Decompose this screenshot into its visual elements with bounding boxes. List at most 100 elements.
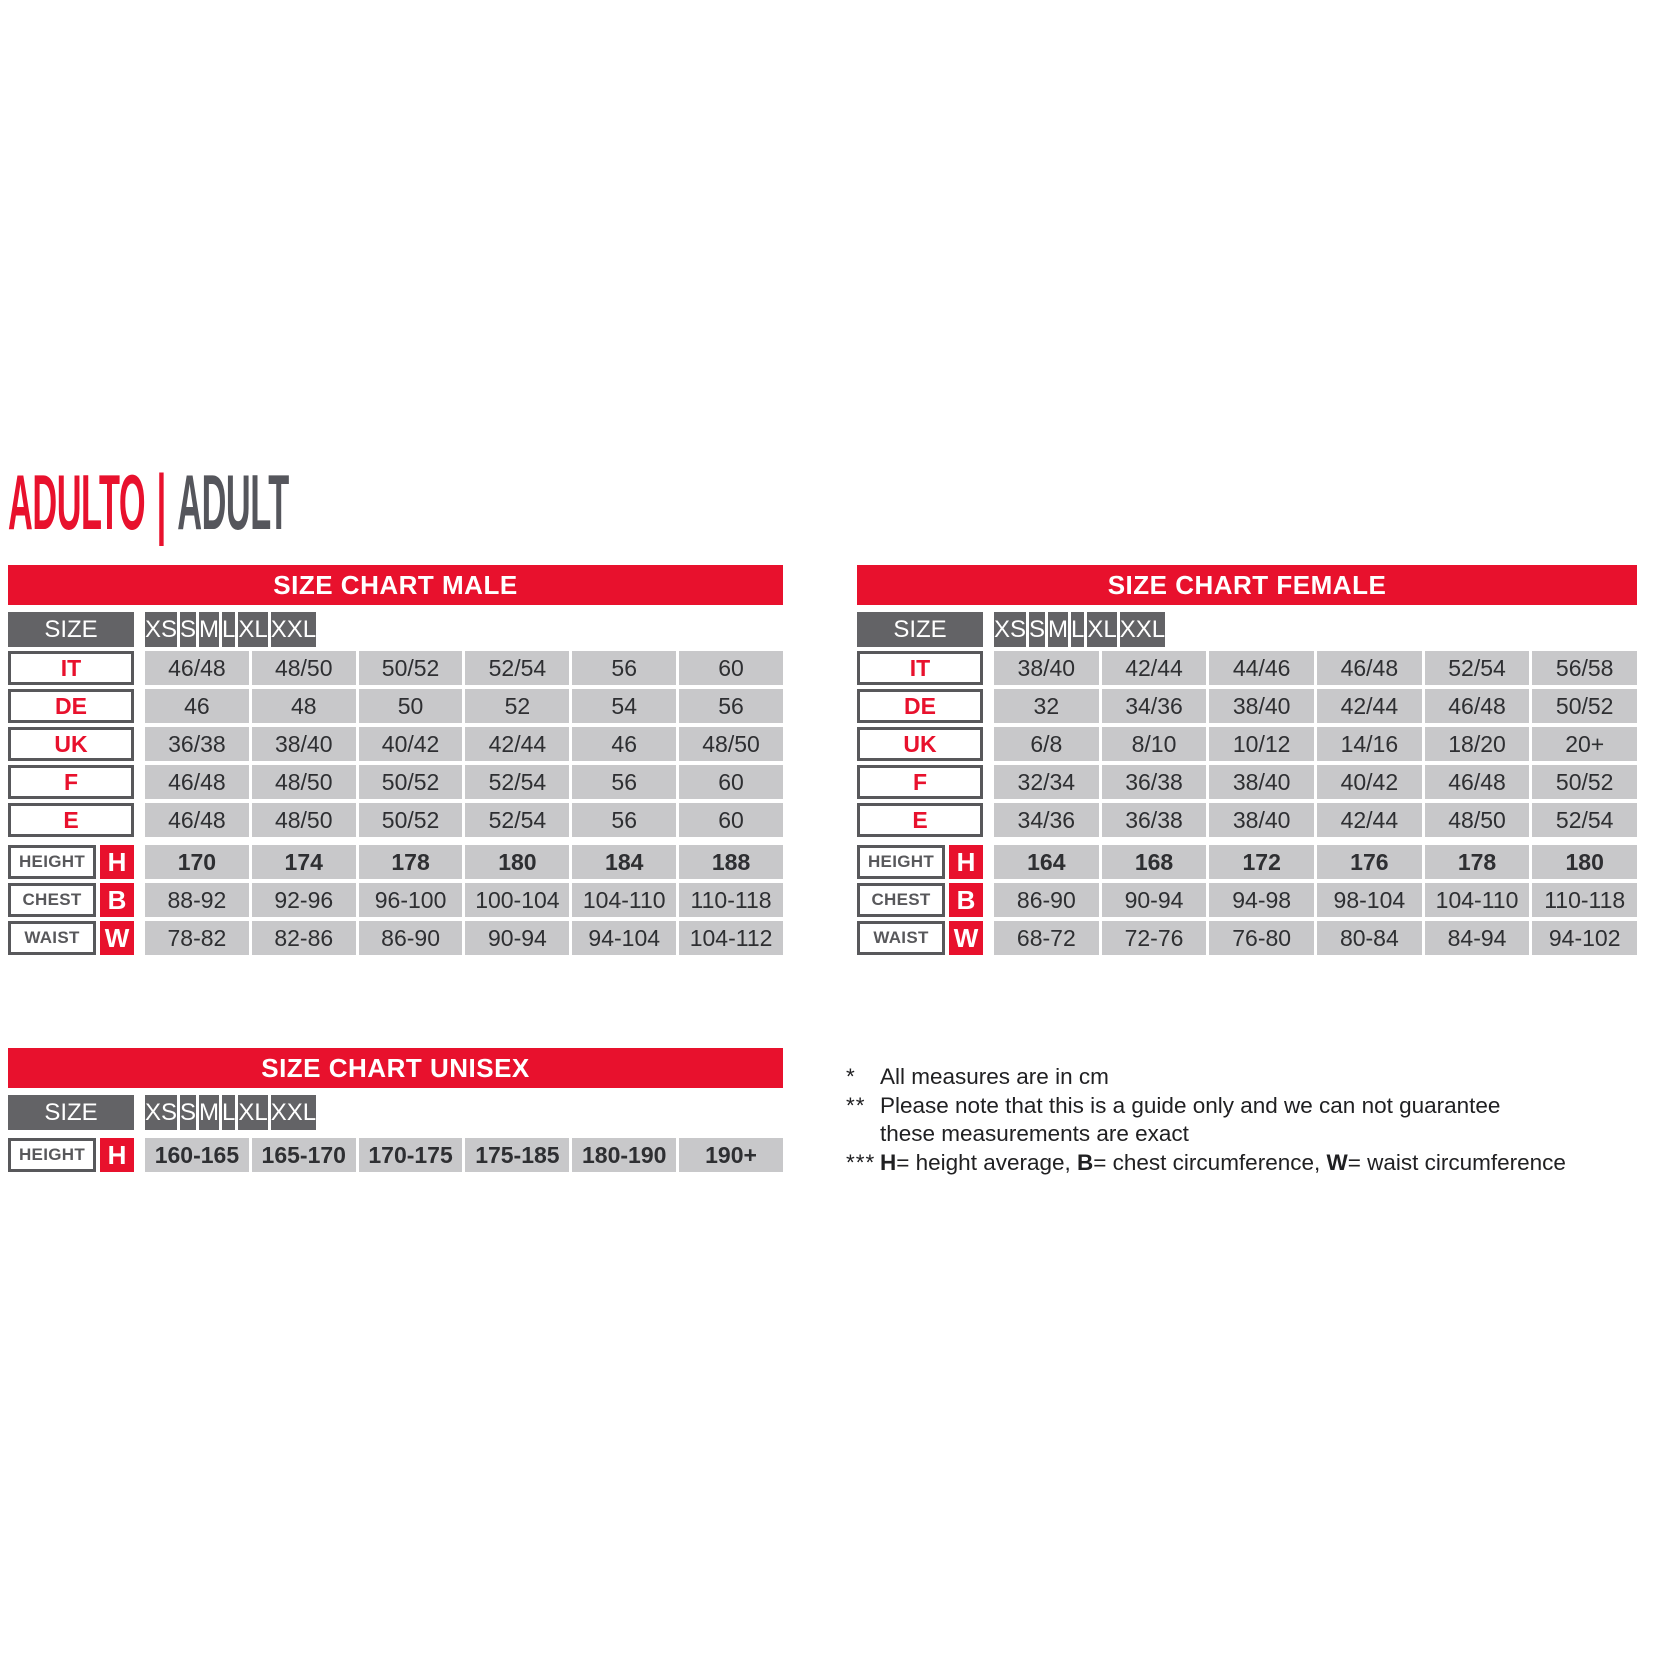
note-line: All measures are in cm <box>880 1063 1652 1092</box>
female-cell: 40/42 <box>1317 765 1422 799</box>
unisex-cell: 160-165 <box>145 1138 249 1172</box>
male-cell: 90-94 <box>465 921 570 955</box>
female-cell: 84-94 <box>1424 921 1530 955</box>
male-measure-label-chest: CHEST B <box>8 883 134 917</box>
note-segment: All measures are in cm <box>880 1064 1109 1089</box>
female-cell: 180 <box>1532 845 1638 879</box>
male-cell: 48/50 <box>251 803 356 837</box>
male-row-waist: WAIST W 78-82 82-86 86-90 90-94 94-104 104-112 <box>8 921 783 955</box>
note-text-3: H= height average, B= chest circumferenc… <box>880 1149 1652 1178</box>
female-measure-label-height: HEIGHT H <box>857 845 983 879</box>
note-line: these measurements are exact <box>880 1120 1652 1149</box>
male-cell: 46/48 <box>145 765 249 799</box>
size-chart-female-body: SIZE XS S M L XL XXL IT 38/40 42/44 44/46 46/48 52/5… <box>857 612 1638 955</box>
male-cell: 94-104 <box>572 921 677 955</box>
female-size-header: SIZE <box>857 612 983 647</box>
male-cell: 52/54 <box>465 803 570 837</box>
male-row-de: DE 46 48 50 52 54 56 <box>8 689 783 723</box>
male-cell: 46 <box>572 727 677 761</box>
female-row-label-it: IT <box>857 651 983 685</box>
female-cell: 52/54 <box>1532 803 1638 837</box>
unisex-column-header-m: M <box>199 1095 220 1130</box>
female-cell: 176 <box>1317 845 1422 879</box>
male-cell: 178 <box>358 845 463 879</box>
male-column-header-m: M <box>199 612 220 647</box>
note-segment: = chest circumference, <box>1093 1149 1327 1175</box>
female-cell: 94-102 <box>1532 921 1638 955</box>
male-cell: 52/54 <box>465 765 570 799</box>
female-cell: 168 <box>1101 845 1207 879</box>
female-cell: 56/58 <box>1532 651 1638 685</box>
female-cell: 52/54 <box>1424 651 1530 685</box>
male-cell: 184 <box>572 845 677 879</box>
male-row-height: HEIGHT H 170 174 178 180 184 188 <box>8 845 783 879</box>
female-cell: 68-72 <box>994 921 1099 955</box>
male-cell: 60 <box>679 765 783 799</box>
note-segment: these measurements are exact <box>880 1121 1189 1146</box>
male-cell: 170 <box>145 845 249 879</box>
male-cell: 48 <box>251 689 356 723</box>
female-cell: 32 <box>994 689 1099 723</box>
male-cell: 188 <box>679 845 783 879</box>
note-line: H= height average, B= chest circumferenc… <box>880 1149 1652 1178</box>
female-column-header-xl: XL <box>1087 612 1117 647</box>
female-cell: 42/44 <box>1101 651 1207 685</box>
female-cell: 42/44 <box>1317 689 1422 723</box>
note-text-2: Please note that this is a guide only an… <box>880 1092 1652 1149</box>
unisex-column-header-xxl: XXL <box>270 1095 317 1130</box>
male-row-label-f: F <box>8 765 134 799</box>
male-row-label-e: E <box>8 803 134 837</box>
male-cell: 52/54 <box>465 651 570 685</box>
female-column-header-s: S <box>1029 612 1046 647</box>
female-row-label-de: DE <box>857 689 983 723</box>
male-cell: 110-118 <box>679 883 783 917</box>
male-column-header-l: L <box>222 612 236 647</box>
note-segment: = height average, <box>896 1149 1078 1175</box>
female-cell: 38/40 <box>1209 765 1315 799</box>
male-cell: 40/42 <box>358 727 463 761</box>
female-cell: 104-110 <box>1424 883 1530 917</box>
female-measure-label-chest: CHEST B <box>857 883 983 917</box>
female-cell: 8/10 <box>1101 727 1207 761</box>
male-row-e: E 46/48 48/50 50/52 52/54 56 60 <box>8 803 783 837</box>
male-measure-letter-b: B <box>100 883 134 917</box>
male-cell: 174 <box>251 845 356 879</box>
male-cell: 60 <box>679 651 783 685</box>
note-item-1: * All measures are in cm <box>846 1063 1652 1092</box>
female-row-uk: UK 6/8 8/10 10/12 14/16 18/20 20+ <box>857 727 1638 761</box>
female-row-label-e: E <box>857 803 983 837</box>
male-cell: 48/50 <box>251 765 356 799</box>
male-measure-name-height: HEIGHT <box>8 845 96 879</box>
female-cell: 80-84 <box>1317 921 1422 955</box>
page-title-separator: | <box>156 458 167 546</box>
female-cell: 98-104 <box>1317 883 1422 917</box>
female-cell: 164 <box>994 845 1099 879</box>
male-cell: 50 <box>358 689 463 723</box>
male-measure-name-waist: WAIST <box>8 921 96 955</box>
female-cell: 34/36 <box>1101 689 1207 723</box>
female-cell: 38/40 <box>1209 689 1315 723</box>
male-row-label-uk: UK <box>8 727 134 761</box>
female-cell: 50/52 <box>1532 689 1638 723</box>
male-row-uk: UK 36/38 38/40 40/42 42/44 46 48/50 <box>8 727 783 761</box>
male-row-label-de: DE <box>8 689 134 723</box>
note-bold-letter: H <box>880 1149 897 1175</box>
female-row-label-f: F <box>857 765 983 799</box>
unisex-column-header-l: L <box>222 1095 236 1130</box>
male-measure-letter-w: W <box>100 921 134 955</box>
female-row-label-uk: UK <box>857 727 983 761</box>
female-cell: 6/8 <box>994 727 1099 761</box>
female-row-de: DE 32 34/36 38/40 42/44 46/48 50/52 <box>857 689 1638 723</box>
note-marker-3: *** <box>846 1149 876 1175</box>
size-chart-male-table: SIZE CHART MALE SIZE XS S M L XL XXL IT 46/48 48/… <box>8 565 783 955</box>
male-cell: 104-110 <box>572 883 677 917</box>
size-chart-unisex-table: SIZE CHART UNISEX SIZE XS S M L XL XXL HEIGHT H 1… <box>8 1048 783 1172</box>
female-cell: 36/38 <box>1101 803 1207 837</box>
note-segment: = waist circumference <box>1347 1149 1566 1175</box>
male-size-header: SIZE <box>8 612 134 647</box>
female-row-height: HEIGHT H 164 168 172 176 178 180 <box>857 845 1638 879</box>
note-item-2: ** Please note that this is a guide only … <box>846 1092 1652 1149</box>
male-cell: 56 <box>572 765 677 799</box>
unisex-measure-letter-h: H <box>100 1138 134 1172</box>
